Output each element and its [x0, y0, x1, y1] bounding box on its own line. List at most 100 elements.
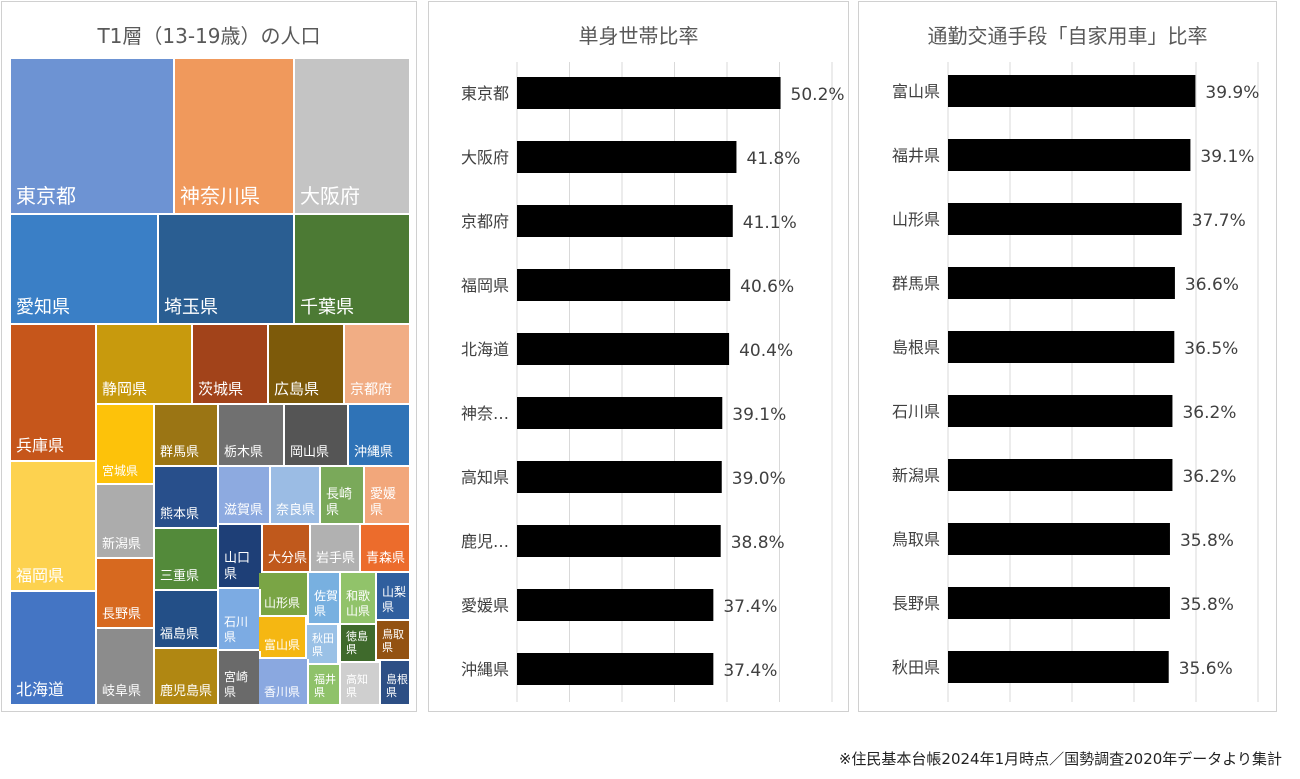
treemap-tile: 東京都	[11, 59, 175, 215]
treemap-tile: 鳥取県	[377, 621, 411, 661]
treemap-tile: 奈良県	[271, 467, 321, 525]
treemap-tile: 富山県	[259, 617, 307, 659]
treemap-tile-label: 京都府	[350, 381, 392, 398]
bar	[948, 331, 1175, 363]
data-label: 38.8%	[731, 533, 785, 553]
treemap-tile: 神奈川県	[175, 59, 295, 215]
treemap-tile: 静岡県	[97, 325, 193, 405]
category-label: 東京都	[461, 84, 509, 103]
category-label: 福井県	[892, 146, 940, 165]
category-label: 群馬県	[892, 274, 940, 293]
treemap-tile-label: 長崎県	[326, 486, 353, 518]
bar	[948, 395, 1173, 427]
data-label: 50.2%	[791, 85, 845, 105]
source-footnote: ※住民基本台帳2024年1月時点／国勢調査2020年データより集計	[838, 750, 1282, 768]
treemap-tile-label: 徳島県	[346, 629, 368, 657]
treemap-tile: 埼玉県	[159, 215, 295, 325]
treemap-tile-label: 福島県	[160, 626, 200, 642]
treemap-tile-label: 福井県	[314, 672, 336, 700]
treemap-tile: 沖縄県	[349, 405, 411, 467]
treemap-tile: 新潟県	[97, 485, 155, 559]
bar	[948, 587, 1170, 619]
data-label: 35.8%	[1180, 531, 1234, 551]
bar	[517, 77, 781, 109]
treemap-tile-label: 北海道	[16, 680, 65, 699]
treemap-tile-label: 富山県	[264, 638, 301, 652]
treemap-tile-label: 茨城県	[198, 380, 244, 399]
treemap-tile: 岡山県	[285, 405, 349, 467]
treemap-tile-label: 奈良県	[276, 502, 316, 518]
treemap-tile-label: 佐賀県	[314, 589, 339, 618]
data-label: 40.6%	[740, 277, 794, 297]
treemap-tile: 茨城県	[193, 325, 269, 405]
category-label: 神奈…	[461, 404, 509, 423]
bar	[948, 139, 1191, 171]
single-household-title: 単身世帯比率	[578, 24, 699, 48]
treemap-tile: 香川県	[259, 659, 309, 706]
bar	[948, 75, 1196, 107]
category-label: 福岡県	[461, 276, 509, 295]
treemap-tile-label: 宮崎県	[224, 670, 249, 699]
treemap-tile: 山口県	[219, 525, 263, 589]
treemap-tile: 千葉県	[295, 215, 411, 325]
bar	[517, 205, 733, 237]
data-label: 36.2%	[1182, 403, 1236, 423]
treemap-tile: 三重県	[155, 529, 219, 591]
treemap-tile-label: 山口県	[224, 550, 251, 582]
bar	[948, 651, 1169, 683]
bar	[517, 589, 714, 621]
treemap-tile-label: 長野県	[102, 606, 142, 622]
treemap-tile: 愛媛県	[365, 467, 411, 525]
treemap-tile-label: 千葉県	[300, 296, 354, 318]
treemap-tile: 広島県	[269, 325, 345, 405]
treemap-area: 東京都 神奈川県 大阪府 愛知県 埼玉県 千葉県 兵庫県 静岡県 茨城県 広島県 京都府 宮城県 群馬県…	[11, 59, 411, 706]
treemap-tile-label: 宮城県	[102, 464, 139, 478]
treemap-tile: 秋田県	[307, 625, 339, 665]
data-label: 36.2%	[1182, 467, 1236, 487]
category-label: 北海道	[461, 340, 509, 359]
treemap-tile-label: 島根県	[386, 672, 408, 700]
treemap-tile: 京都府	[345, 325, 411, 405]
category-label: 秋田県	[892, 658, 940, 677]
data-label: 37.4%	[723, 661, 777, 681]
treemap-tile: 福岡県	[11, 462, 97, 592]
treemap-tile: 大阪府	[295, 59, 411, 215]
data-label: 37.7%	[1192, 211, 1246, 231]
treemap-tile-label: 広島県	[274, 380, 320, 399]
category-label: 沖縄県	[461, 660, 509, 679]
single-household-panel: 単身世帯比率 東京都 50.2% 大阪府 41.8% 京都府 41.1% 福岡県 40.6% 北…	[428, 1, 849, 712]
treemap-tile-label: 熊本県	[160, 506, 200, 522]
data-label: 39.1%	[732, 405, 786, 425]
treemap-tile: 北海道	[11, 592, 97, 706]
data-label: 39.0%	[732, 469, 786, 489]
treemap-tile: 岐阜県	[97, 629, 155, 706]
treemap-tile: 青森県	[361, 525, 411, 573]
data-label: 41.8%	[746, 149, 800, 169]
bar	[517, 141, 737, 173]
treemap-tile: 島根県	[381, 661, 411, 706]
data-label: 35.8%	[1180, 595, 1234, 615]
treemap-tile-label: 東京都	[16, 184, 76, 208]
data-label: 36.5%	[1184, 339, 1238, 359]
treemap-tile-label: 山形県	[264, 596, 301, 610]
treemap-tile-label: 三重県	[160, 568, 200, 584]
treemap-tile-label: 埼玉県	[164, 296, 218, 318]
data-label: 39.1%	[1200, 147, 1254, 167]
treemap-tile-label: 和歌山県	[346, 589, 371, 618]
treemap-tile: 福井県	[309, 665, 341, 706]
treemap-tile-label: 滋賀県	[224, 502, 264, 518]
treemap-tile-label: 鹿児島県	[160, 683, 213, 699]
treemap-tile: 群馬県	[155, 405, 219, 467]
treemap-tile: 徳島県	[341, 625, 377, 663]
treemap-tile: 高知県	[341, 663, 381, 706]
treemap-title: T1層（13-19歳）の人口	[97, 24, 321, 48]
treemap-tile: 山形県	[259, 573, 309, 617]
data-label: 40.4%	[739, 341, 793, 361]
bar	[517, 333, 730, 365]
treemap-tile-label: 岩手県	[316, 550, 356, 566]
treemap-tile-label: 秋田県	[312, 631, 334, 659]
treemap-tile-label: 岐阜県	[102, 683, 142, 699]
treemap-tile: 石川県	[219, 589, 261, 651]
bar	[517, 461, 722, 493]
treemap-tile: 岩手県	[311, 525, 361, 573]
